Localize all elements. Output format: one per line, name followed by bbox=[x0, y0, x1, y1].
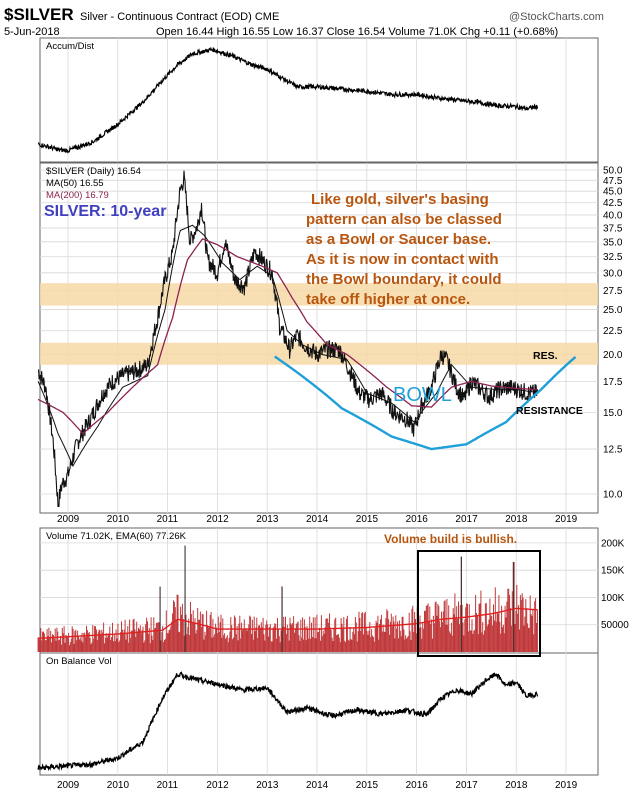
volume-bars bbox=[37, 545, 538, 652]
price-tick-label: 35.0 bbox=[603, 237, 623, 248]
ohlc-readout: Open 16.44 High 16.55 Low 16.37 Close 16… bbox=[156, 26, 558, 38]
price-x-tick-label: 2017 bbox=[455, 514, 478, 525]
res-band-label: RES. bbox=[533, 350, 558, 362]
price-x-tick-label: 2015 bbox=[356, 514, 379, 525]
price-tick-label: 45.0 bbox=[603, 187, 623, 198]
price-x-tick-label: 2013 bbox=[256, 514, 279, 525]
bowl-curve bbox=[274, 355, 577, 451]
volume-tick-label: 150K bbox=[601, 566, 625, 577]
volume-tick-label: 50000 bbox=[601, 620, 629, 631]
price-x-tick-label: 2014 bbox=[306, 514, 329, 525]
price-x-tick-label: 2011 bbox=[157, 514, 179, 525]
price-legend: $SILVER (Daily) 16.54 bbox=[46, 166, 141, 177]
price-tick-label: 42.5 bbox=[603, 198, 623, 209]
accum-dist-panel bbox=[39, 37, 599, 163]
price-line bbox=[37, 170, 539, 508]
obv-x-tick-label: 2019 bbox=[555, 780, 578, 791]
obv-x-tick-label: 2010 bbox=[107, 780, 130, 791]
volume-tick-label: 100K bbox=[601, 593, 625, 604]
price-x-tick-label: 2018 bbox=[505, 514, 528, 525]
obv-x-tick-label: 2013 bbox=[256, 780, 279, 791]
volume-annotation: Volume build is bullish. bbox=[384, 532, 517, 546]
obv-x-tick-label: 2017 bbox=[455, 780, 478, 791]
price-x-tick-label: 2016 bbox=[406, 514, 429, 525]
obv-panel bbox=[39, 652, 599, 776]
volume-highlight-box bbox=[417, 550, 541, 657]
silver-10-year-label: SILVER: 10-year bbox=[44, 203, 166, 220]
contract-description: Silver - Continuous Contract (EOD) CME bbox=[80, 11, 279, 23]
ma200-legend: MA(200) 16.79 bbox=[46, 190, 109, 201]
price-tick-label: 50.0 bbox=[603, 166, 623, 177]
ma200-line bbox=[37, 238, 538, 435]
price-tick-label: 17.5 bbox=[603, 377, 623, 388]
price-tick-label: 32.5 bbox=[603, 252, 623, 263]
price-tick-label: 27.5 bbox=[603, 286, 623, 297]
annotation-line-2: pattern can also be classed bbox=[306, 211, 502, 228]
price-tick-label: 20.0 bbox=[603, 350, 623, 361]
obv-line bbox=[37, 671, 539, 772]
price-x-tick-label: 2012 bbox=[206, 514, 229, 525]
price-tick-label: 30.0 bbox=[603, 268, 623, 279]
price-x-tick-label: 2009 bbox=[57, 514, 80, 525]
price-tick-label: 10.0 bbox=[603, 490, 623, 501]
annotation-line-3: as a Bowl or Saucer base. bbox=[306, 231, 491, 248]
annotation-line-5: the Bowl boundary, it could bbox=[306, 271, 502, 288]
axis-ticks: 50.047.545.042.540.0 37.5 35.0 32.5 30.0 27.5… bbox=[57, 166, 629, 792]
bowl-label: BOWL bbox=[393, 384, 452, 406]
price-tick-label: 15.0 bbox=[603, 408, 623, 419]
annotation-line-6: take off higher at once. bbox=[306, 291, 470, 308]
volume-ema-line bbox=[38, 607, 538, 640]
accum-dist-legend: Accum/Dist bbox=[46, 41, 94, 52]
stockcharts-watermark: @StockCharts.com bbox=[509, 11, 604, 23]
obv-x-tick-label: 2009 bbox=[57, 780, 80, 791]
resistance-band-label: RESISTANCE bbox=[516, 405, 583, 417]
volume-legend: Volume 71.02K, EMA(60) 77.26K bbox=[46, 531, 187, 542]
price-tick-label: 22.5 bbox=[603, 326, 623, 337]
symbol-title: $SILVER bbox=[4, 5, 74, 24]
price-x-tick-label: 2010 bbox=[107, 514, 130, 525]
annotation-line-4: As it is now in contact with bbox=[306, 251, 499, 268]
price-tick-label: 40.0 bbox=[603, 210, 623, 221]
volume-tick-label: 200K bbox=[601, 538, 625, 549]
obv-x-tick-label: 2015 bbox=[356, 780, 379, 791]
price-panel bbox=[39, 162, 599, 514]
ma50-legend: MA(50) 16.55 bbox=[46, 178, 104, 189]
price-tick-label: 25.0 bbox=[603, 305, 623, 316]
annotation-line-1: Like gold, silver's basing bbox=[311, 191, 489, 208]
obv-x-tick-label: 2012 bbox=[206, 780, 229, 791]
price-x-tick-label: 2019 bbox=[555, 514, 578, 525]
price-tick-label: 37.5 bbox=[603, 223, 623, 234]
accum-dist-line bbox=[37, 46, 539, 154]
obv-x-tick-label: 2011 bbox=[157, 780, 179, 791]
ma50-line bbox=[37, 224, 538, 468]
price-tick-label: 12.5 bbox=[603, 445, 623, 456]
data-series bbox=[37, 46, 577, 772]
price-tick-label: 47.5 bbox=[603, 176, 623, 187]
obv-x-tick-label: 2016 bbox=[406, 780, 429, 791]
obv-x-tick-label: 2014 bbox=[306, 780, 329, 791]
chart-date: 5-Jun-2018 bbox=[4, 26, 60, 38]
obv-x-tick-label: 2018 bbox=[505, 780, 528, 791]
obv-legend: On Balance Vol bbox=[46, 656, 112, 667]
